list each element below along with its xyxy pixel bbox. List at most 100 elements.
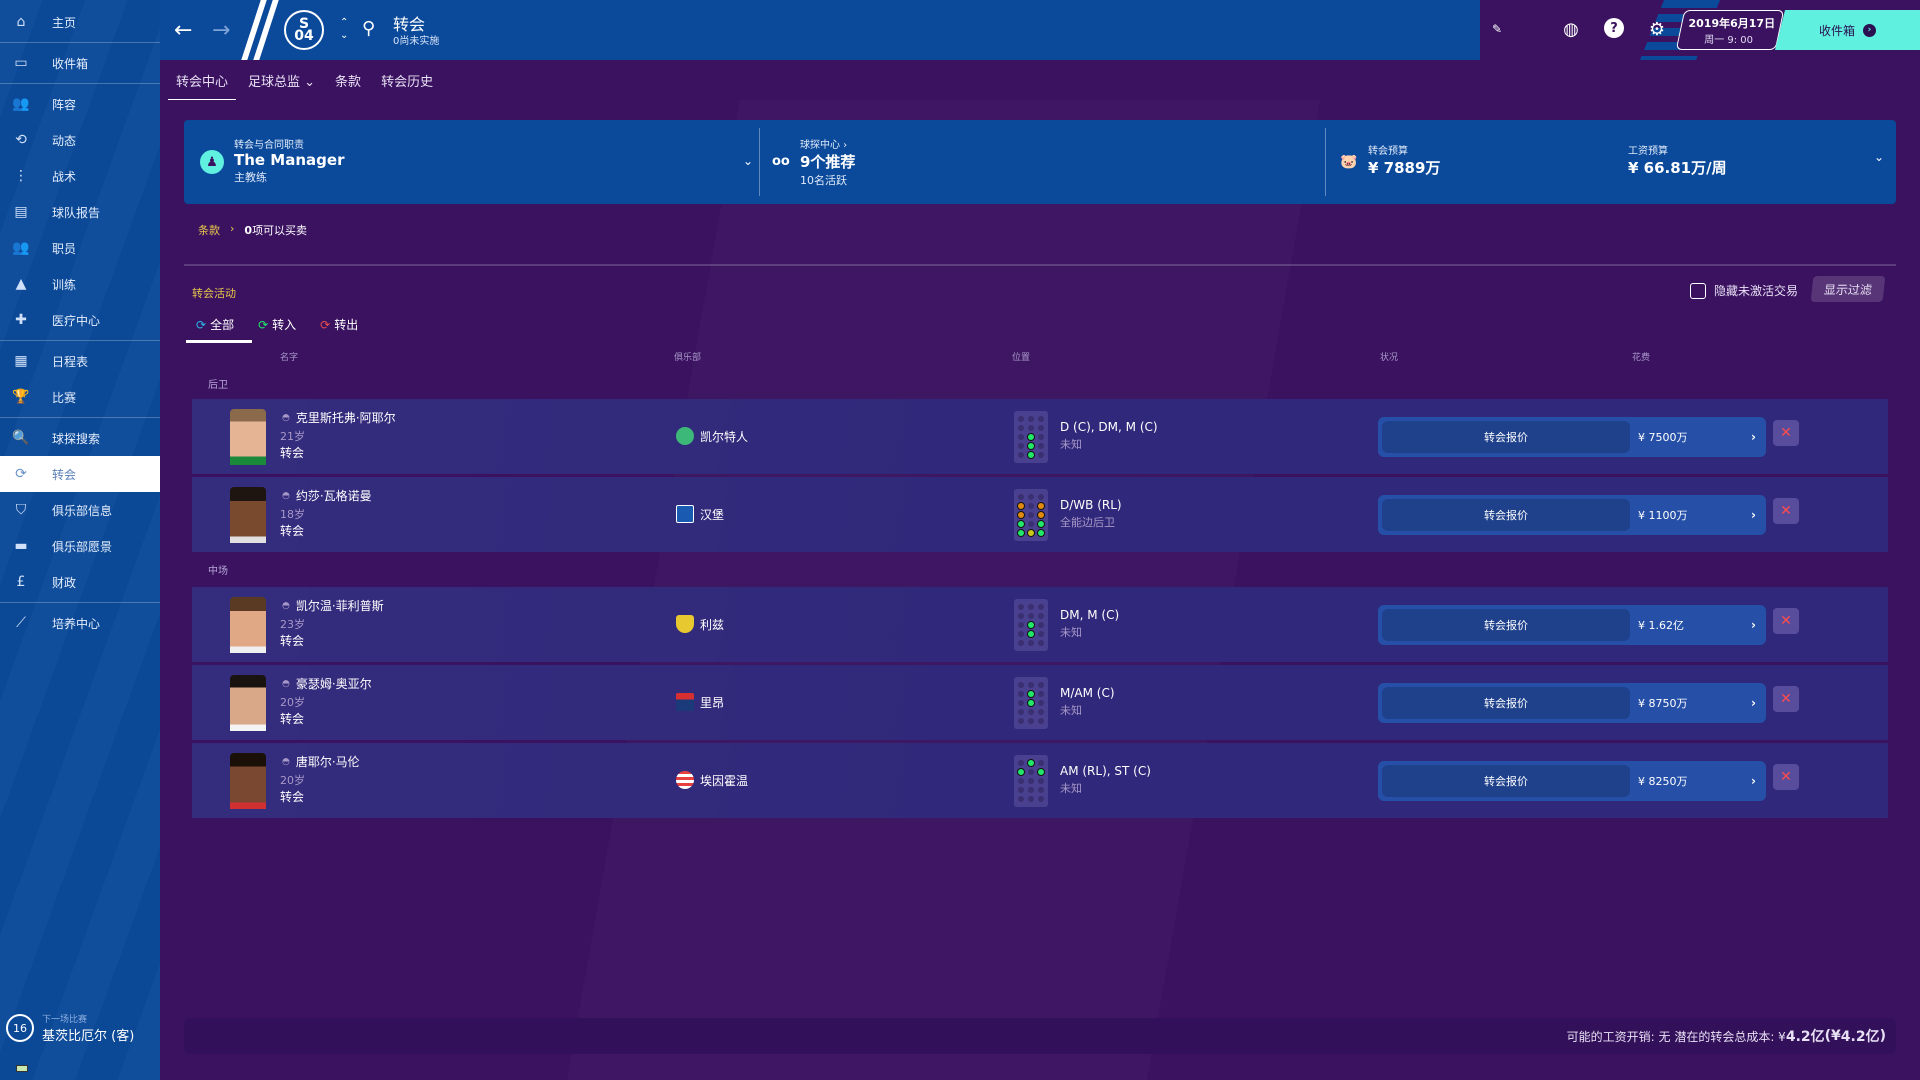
chevron-right-icon: ›: [230, 222, 235, 235]
chevron-down-icon[interactable]: ⌄: [742, 154, 753, 168]
transfer-offer-button[interactable]: 转会报价 ¥ 1100万 ›: [1378, 495, 1766, 535]
player-club[interactable]: 里昂: [676, 693, 724, 711]
offer-label: 转会报价: [1382, 609, 1630, 641]
show-filter-button[interactable]: 显示过滤: [1810, 276, 1886, 302]
briefcase-icon: ▬: [14, 538, 28, 554]
tab-all[interactable]: ⟳ 全部: [185, 316, 253, 343]
col-status[interactable]: 状况: [1380, 353, 1399, 363]
next-match[interactable]: 16 下一场比赛 基茨比厄尔 (客): [6, 1012, 134, 1044]
forward-arrow-icon[interactable]: →: [212, 18, 231, 43]
chevron-down-icon[interactable]: ⌄: [1873, 150, 1884, 164]
player-name[interactable]: ◓ 凯尔温·菲利普斯: [282, 597, 384, 614]
tab-transfer-history[interactable]: 转会历史: [381, 74, 434, 90]
close-icon[interactable]: ✕: [1773, 498, 1799, 524]
player-position: AM (RL), ST (C): [1060, 764, 1151, 778]
player-club[interactable]: 凯尔特人: [676, 427, 748, 445]
tab-outgoing[interactable]: ⟳ 转出: [316, 316, 362, 341]
wage-budget-value: ¥ 66.81万/周: [1628, 159, 1727, 177]
transfer-budget-value: ¥ 7889万: [1368, 159, 1441, 177]
help-icon[interactable]: ?: [1604, 18, 1624, 38]
player-name[interactable]: ◓ 豪瑟姆·奥亚尔: [282, 675, 372, 692]
position-pitch-icon: [1014, 677, 1048, 729]
close-icon[interactable]: ✕: [1773, 764, 1799, 790]
transfer-budget-label: 转会预算: [1368, 146, 1408, 157]
sidebar-item-competitions[interactable]: 🏆 比赛: [0, 379, 160, 415]
tab-transfer-centre[interactable]: 转会中心: [167, 65, 237, 102]
tab-clauses[interactable]: 条款: [335, 74, 362, 90]
player-name[interactable]: ◓ 克里斯托弗·阿耶尔: [282, 409, 396, 426]
sidebar-item-training[interactable]: ▲ 训练: [0, 266, 160, 302]
sidebar-item-transfers[interactable]: ⟳ 转会: [0, 456, 160, 492]
offer-label: 转会报价: [1382, 499, 1630, 531]
player-photo: [230, 675, 266, 731]
scouting-centre-link[interactable]: 球探中心 ›: [800, 140, 848, 151]
player-name-text: 约莎·瓦格诺曼: [295, 489, 372, 503]
sidebar-item-label: 主页: [52, 15, 77, 30]
wage-budget-label: 工资预算: [1628, 146, 1668, 157]
gear-icon[interactable]: ⚙: [1648, 18, 1666, 40]
transfer-offer-button[interactable]: 转会报价 ¥ 8250万 ›: [1378, 761, 1766, 801]
edit-icon[interactable]: ✎: [1491, 22, 1503, 36]
sidebar-item-medical[interactable]: ✚ 医疗中心: [0, 302, 160, 338]
col-position[interactable]: 位置: [1012, 353, 1031, 363]
sidebar-item-team-report[interactable]: ▤ 球队报告: [0, 194, 160, 230]
sidebar-item-home[interactable]: ⌂ 主页: [0, 4, 160, 40]
table-row[interactable]: ◓ 唐耶尔·马伦 20岁 转会 埃因霍温 AM (RL), ST (C) 未知 转…: [192, 743, 1888, 818]
scouting-centre-section[interactable]: oo 球探中心 › 9个推荐 10名活跃: [760, 120, 1325, 204]
player-name[interactable]: ◓ 唐耶尔·马伦: [282, 753, 360, 770]
table-row[interactable]: ◓ 克里斯托弗·阿耶尔 21岁 转会 凯尔特人 D (C), DM, M (C) …: [192, 399, 1888, 474]
back-arrow-icon[interactable]: ←: [174, 18, 193, 43]
close-icon[interactable]: ✕: [1773, 420, 1799, 446]
divider: [184, 264, 1896, 266]
sidebar-item-squad[interactable]: 👥 阵容: [0, 86, 160, 122]
continue-inbox-button[interactable]: 收件箱 ›: [1775, 10, 1920, 50]
hide-inactive-toggle[interactable]: 隐藏未激活交易: [1690, 282, 1798, 299]
budget-section[interactable]: 🐷 转会预算 ¥ 7889万 工资预算 ¥ 66.81万/周 ⌄: [1326, 120, 1896, 204]
globe-icon[interactable]: ◍: [1563, 18, 1579, 40]
responsibilities-section[interactable]: ♟ 转会与合同职责 The Manager 主教练 ⌄: [184, 120, 759, 204]
sidebar-item-club-info[interactable]: ⛉ 俱乐部信息: [0, 492, 160, 528]
transfer-offer-button[interactable]: 转会报价 ¥ 8750万 ›: [1378, 683, 1766, 723]
col-name[interactable]: 名字: [280, 353, 299, 363]
sidebar-item-development[interactable]: ⟋ 培养中心: [0, 605, 160, 641]
player-club[interactable]: 埃因霍温: [676, 771, 748, 789]
sidebar-item-club-vision[interactable]: ▬ 俱乐部愿景: [0, 528, 160, 564]
player-position: D/WB (RL): [1060, 498, 1122, 512]
player-role: 未知: [1060, 782, 1082, 795]
date-display[interactable]: 2019年6月17日 周一 9: 00: [1675, 10, 1785, 50]
player-club[interactable]: 汉堡: [676, 505, 724, 523]
user-icon: ◓: [282, 412, 290, 423]
transfer-offer-button[interactable]: 转会报价 ¥ 1.62亿 ›: [1378, 605, 1766, 645]
club-crest[interactable]: S 04: [284, 10, 324, 50]
page-title: 转会: [393, 15, 426, 34]
sidebar-item-staff[interactable]: 👥 职员: [0, 230, 160, 266]
inbox-icon: ▭: [14, 55, 28, 71]
table-row[interactable]: ◓ 约莎·瓦格诺曼 18岁 转会 汉堡 D/WB (RL) 全能边后卫 转会报价 ¥…: [192, 477, 1888, 552]
breadcrumb-clauses-link[interactable]: 条款: [198, 224, 220, 237]
player-name[interactable]: ◓ 约莎·瓦格诺曼: [282, 487, 372, 504]
hide-inactive-checkbox[interactable]: [1690, 282, 1706, 299]
offer-fee: ¥ 8750万: [1638, 697, 1688, 710]
tab-incoming[interactable]: ⟳ 转入: [254, 316, 300, 341]
player-position: M/AM (C): [1060, 686, 1115, 700]
sidebar-item-inbox[interactable]: ▭ 收件箱: [0, 45, 160, 81]
sidebar-item-schedule[interactable]: ▦ 日程表: [0, 343, 160, 379]
sidebar-item-tactics[interactable]: ⋮ 战术: [0, 158, 160, 194]
paren: ): [1879, 1028, 1886, 1044]
search-icon[interactable]: ⚲: [362, 18, 376, 39]
table-row[interactable]: ◓ 豪瑟姆·奥亚尔 20岁 转会 里昂 M/AM (C) 未知 转会报价 ¥ 875…: [192, 665, 1888, 740]
player-name-text: 凯尔温·菲利普斯: [295, 599, 384, 613]
sidebar-item-dynamics[interactable]: ⟲ 动态: [0, 122, 160, 158]
transfer-offer-button[interactable]: 转会报价 ¥ 7500万 ›: [1378, 417, 1766, 457]
table-row[interactable]: ◓ 凯尔温·菲利普斯 23岁 转会 利兹 DM, M (C) 未知 转会报价 ¥ 1…: [192, 587, 1888, 662]
close-icon[interactable]: ✕: [1773, 608, 1799, 634]
player-club[interactable]: 利兹: [676, 615, 724, 633]
col-club[interactable]: 俱乐部: [674, 353, 702, 363]
club-name: 凯尔特人: [700, 429, 749, 444]
close-icon[interactable]: ✕: [1773, 686, 1799, 712]
club-switch-icon[interactable]: ⌃ ⌄: [340, 17, 349, 41]
sidebar-item-scouting[interactable]: 🔍 球探搜索: [0, 420, 160, 456]
sidebar-item-finances[interactable]: £ 财政: [0, 564, 160, 600]
col-fee[interactable]: 花费: [1632, 353, 1651, 363]
tab-director-of-football[interactable]: 足球总监 ⌄: [248, 74, 316, 90]
